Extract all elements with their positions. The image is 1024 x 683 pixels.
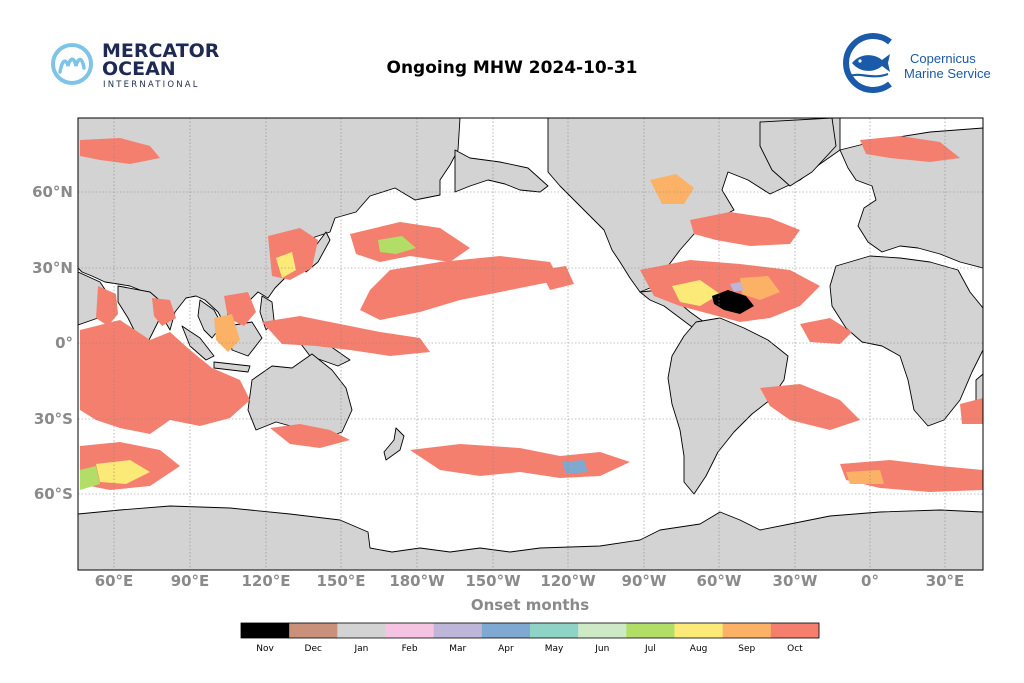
mhw-patch-south-atlantic [760, 384, 860, 430]
land-antarctica [78, 505, 983, 570]
copernicus-marine-logo: Copernicus Marine Service [838, 32, 1008, 94]
colorbar-swatch-aug [674, 623, 723, 638]
colorbar-label-mar: Mar [449, 644, 466, 654]
mercator-m-icon [51, 43, 93, 85]
logo-right-line2: Marine Service [904, 66, 991, 81]
mhw-patch-south-indian-jul [80, 466, 100, 490]
lon-tick-label: 30°W [773, 572, 818, 590]
lon-tick-label: 90°W [622, 572, 667, 590]
mhw-patch-gulf-stream [690, 212, 800, 246]
land-south-america [667, 317, 789, 495]
mercator-ocean-logo: MERCATOR OCEAN INTERNATIONAL [50, 38, 220, 94]
mhw-patch-hudson [650, 174, 694, 204]
mhw-patch-bay-of-bengal [152, 298, 176, 326]
colorbar-label-sep: Sep [738, 644, 755, 654]
mhw-patch-aug-japan [276, 252, 296, 278]
land-new-zealand [383, 427, 405, 461]
logo-left-line3: INTERNATIONAL [103, 80, 200, 90]
lon-tick-label: 90°E [171, 572, 210, 590]
logo-left-line2: OCEAN [102, 58, 176, 80]
colorbar-swatch-dec [289, 623, 338, 638]
colorbar-label-aug: Aug [690, 644, 708, 654]
lon-tick-label: 180°W [389, 572, 445, 590]
mhw-patch-south-indian-aug [96, 460, 150, 484]
map-title: Ongoing MHW 2024-10-31 [386, 58, 638, 78]
lon-tick-label: 60°E [95, 572, 134, 590]
colorbar-label-nov: Nov [256, 644, 274, 654]
lon-tick-label: 30°E [926, 572, 965, 590]
mhw-patch-indian-ocean [80, 320, 250, 434]
mhw-patch-arctic-west [80, 138, 160, 164]
colorbar-swatch-sep [722, 623, 772, 638]
lon-tick-label: 150°W [465, 572, 521, 590]
colorbar-swatch-feb [385, 623, 434, 638]
colorbar-frame [240, 622, 820, 639]
lat-tick-label: 60°N [32, 183, 73, 201]
colorbar-label-dec: Dec [305, 644, 322, 654]
x-axis-label: Onset months [470, 596, 590, 614]
land-europe [839, 127, 983, 269]
lon-tick-labels: 60°E 90°E 120°E 150°E 180°W 150°W 120°W … [95, 572, 965, 590]
colorbar-label-jul: Jul [644, 644, 656, 654]
colorbar-swatch-mar [433, 623, 483, 638]
lon-tick-label: 0° [861, 572, 879, 590]
lat-tick-label: 60°S [34, 485, 73, 503]
mhw-patch-equatorial-west [262, 316, 430, 356]
colorbar-label-may: May [545, 644, 564, 654]
lat-tick-label: 30°N [32, 259, 73, 277]
mhw-patch-south-pacific-apr [562, 460, 588, 474]
colorbar: Nov Dec Jan Feb Mar Apr May Jun Jul Aug Sep Oct [240, 622, 820, 654]
logo-left-line1: MERCATOR [102, 40, 220, 62]
colorbar-swatch-nov [241, 623, 290, 638]
land-layer [78, 118, 983, 570]
copernicus-fish-icon [843, 33, 892, 93]
colorbar-swatch-jan [337, 623, 386, 638]
colorbar-swatch-jun [578, 623, 627, 638]
mhw-patch-caribbean-mar [730, 282, 744, 292]
lon-tick-label: 60°W [697, 572, 742, 590]
lat-tick-label: 30°S [34, 410, 73, 428]
colorbar-label-oct: Oct [787, 644, 803, 654]
lon-tick-label: 150°E [316, 572, 365, 590]
land-australia [247, 353, 353, 441]
mhw-patch-north-pacific-jul [378, 236, 416, 254]
mhw-patch-caribbean-sep [740, 276, 780, 300]
colorbar-label-jan: Jan [353, 644, 368, 654]
mhw-patch-tasman [270, 424, 350, 448]
lon-tick-label: 120°W [540, 572, 596, 590]
lat-tick-label: 0° [55, 334, 73, 352]
mhw-patch-caribbean-aug [672, 280, 720, 306]
lon-tick-label: 120°E [241, 572, 290, 590]
colorbar-swatch-may [530, 623, 579, 638]
colorbar-swatch-oct [770, 623, 820, 638]
map-frame [77, 117, 984, 571]
land-madagascar [975, 373, 983, 405]
logo-right-line1: Copernicus [910, 51, 976, 66]
graticule [78, 118, 983, 570]
mhw-patch-caribbean-nov [712, 290, 754, 314]
colorbar-label-jun: Jun [594, 644, 609, 654]
mhw-patch-sep-indonesia [214, 314, 240, 352]
mhw-patch-arabian-sea [96, 286, 118, 326]
colorbar-swatch-apr [481, 623, 531, 638]
mhw-patch-california [540, 266, 574, 290]
mhw-patch-north-pacific-central [360, 256, 560, 320]
mhw-patch-mozambique [960, 398, 983, 424]
mhw-patch-arctic-europe [860, 136, 960, 162]
land-greenland [759, 118, 837, 187]
mhw-patch-south-atlantic-aug [846, 470, 884, 484]
colorbar-swatch-jul [626, 623, 675, 638]
colorbar-label-apr: Apr [498, 644, 514, 654]
lat-tick-labels: 60°N 30°N 0° 30°S 60°S [32, 183, 73, 503]
land-java [213, 361, 251, 373]
colorbar-label-feb: Feb [402, 644, 418, 654]
land-alaska [454, 149, 549, 193]
mhw-patch-west-atlantic-eq [800, 318, 852, 344]
mhw-patch-layer [80, 136, 983, 492]
